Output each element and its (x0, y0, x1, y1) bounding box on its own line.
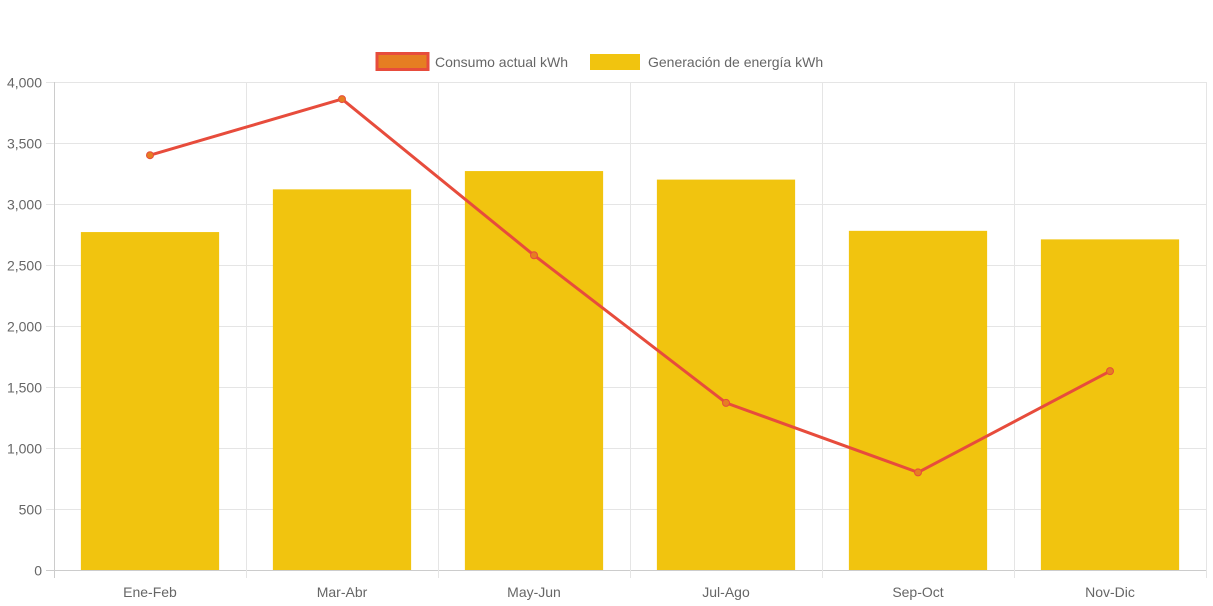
bar[interactable] (464, 171, 604, 570)
line-point[interactable] (914, 468, 922, 477)
y-tick-label: 4,000 (7, 75, 42, 91)
legend-item-generacion[interactable]: Generación de energía kWh (590, 54, 823, 70)
line-series (146, 95, 1114, 477)
y-tick-label: 500 (19, 502, 43, 518)
y-axis: 0 500 1,000 1,500 2,000 2,500 3,000 3,500 4,000 (7, 75, 42, 579)
x-tick-label: Mar-Abr (317, 584, 368, 600)
bar[interactable] (80, 232, 220, 570)
y-tick-label: 3,500 (7, 136, 42, 152)
y-tick-label: 2,000 (7, 319, 42, 335)
y-tick-label: 3,000 (7, 197, 42, 213)
legend-label: Generación de energía kWh (648, 54, 823, 70)
legend-swatch (590, 54, 640, 70)
line-point[interactable] (146, 151, 154, 160)
bars-series (80, 171, 1180, 571)
x-tick-label: Jul-Ago (702, 584, 750, 600)
line-path (149, 97, 1111, 474)
y-tick-label: 2,500 (7, 258, 42, 274)
y-tick-label: 1,000 (7, 441, 42, 457)
x-tick-label: Nov-Dic (1085, 584, 1135, 600)
grid (46, 82, 1207, 578)
legend: Consumo actual kWh Generación de energía … (375, 52, 823, 71)
line-point[interactable] (1106, 367, 1114, 376)
legend-item-consumo[interactable]: Consumo actual kWh (375, 52, 568, 71)
legend-swatch (375, 52, 430, 71)
x-tick-label: Ene-Feb (123, 584, 177, 600)
bar[interactable] (848, 230, 988, 570)
bar[interactable] (1040, 239, 1180, 570)
bar[interactable] (656, 179, 796, 570)
line-point[interactable] (722, 398, 730, 407)
x-tick-label: Sep-Oct (892, 584, 943, 600)
y-tick-label: 0 (34, 563, 42, 579)
legend-label: Consumo actual kWh (435, 54, 568, 70)
x-tick-label: May-Jun (507, 584, 561, 600)
line-point[interactable] (530, 251, 538, 260)
bar[interactable] (272, 189, 412, 571)
line-point[interactable] (338, 95, 346, 104)
x-axis: Ene-Feb Mar-Abr May-Jun Jul-Ago Sep-Oct Nov-D… (123, 584, 1135, 600)
y-tick-label: 1,500 (7, 380, 42, 396)
